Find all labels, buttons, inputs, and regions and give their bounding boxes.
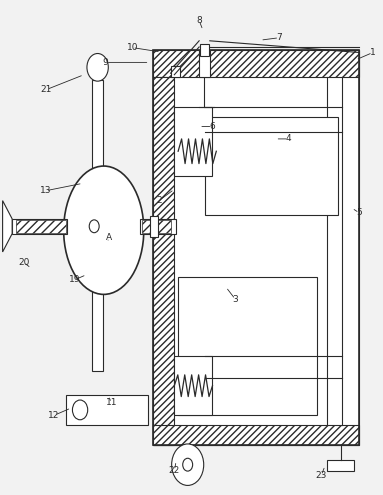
Text: A: A xyxy=(106,233,113,242)
Bar xyxy=(153,50,359,445)
Bar xyxy=(199,50,210,77)
Bar xyxy=(153,425,359,445)
Circle shape xyxy=(183,458,193,471)
Bar xyxy=(200,44,209,56)
Bar xyxy=(140,219,176,234)
Bar xyxy=(153,50,359,77)
Ellipse shape xyxy=(64,166,144,295)
Bar xyxy=(153,77,174,445)
Bar xyxy=(153,50,359,445)
Text: 10: 10 xyxy=(127,43,138,52)
Text: 19: 19 xyxy=(69,275,81,284)
Circle shape xyxy=(72,400,88,420)
Circle shape xyxy=(87,53,108,81)
Bar xyxy=(12,219,67,234)
Bar xyxy=(174,107,213,176)
Text: 20: 20 xyxy=(18,258,29,267)
Text: 13: 13 xyxy=(40,186,51,195)
Text: 1: 1 xyxy=(370,48,376,57)
Text: 3: 3 xyxy=(232,295,238,304)
Text: 5: 5 xyxy=(357,208,362,217)
Bar xyxy=(149,216,158,237)
Bar xyxy=(171,66,180,77)
Text: 4: 4 xyxy=(286,135,291,144)
Text: 8: 8 xyxy=(196,16,202,25)
Bar xyxy=(142,220,170,233)
Text: 2: 2 xyxy=(156,196,162,205)
Text: 7: 7 xyxy=(277,33,282,42)
Text: 6: 6 xyxy=(210,122,215,131)
Circle shape xyxy=(89,220,99,233)
Bar xyxy=(174,356,213,415)
Bar xyxy=(205,117,339,215)
Text: 21: 21 xyxy=(41,85,52,94)
Circle shape xyxy=(172,444,204,486)
Text: 9: 9 xyxy=(103,58,108,67)
Text: 22: 22 xyxy=(169,466,180,475)
Bar xyxy=(16,220,65,233)
Bar xyxy=(65,395,147,425)
Text: 23: 23 xyxy=(316,471,327,480)
Bar xyxy=(327,460,354,471)
Text: 12: 12 xyxy=(48,411,60,420)
Bar xyxy=(92,80,103,371)
Bar xyxy=(178,277,318,415)
Polygon shape xyxy=(3,200,12,252)
Text: 11: 11 xyxy=(106,398,117,407)
